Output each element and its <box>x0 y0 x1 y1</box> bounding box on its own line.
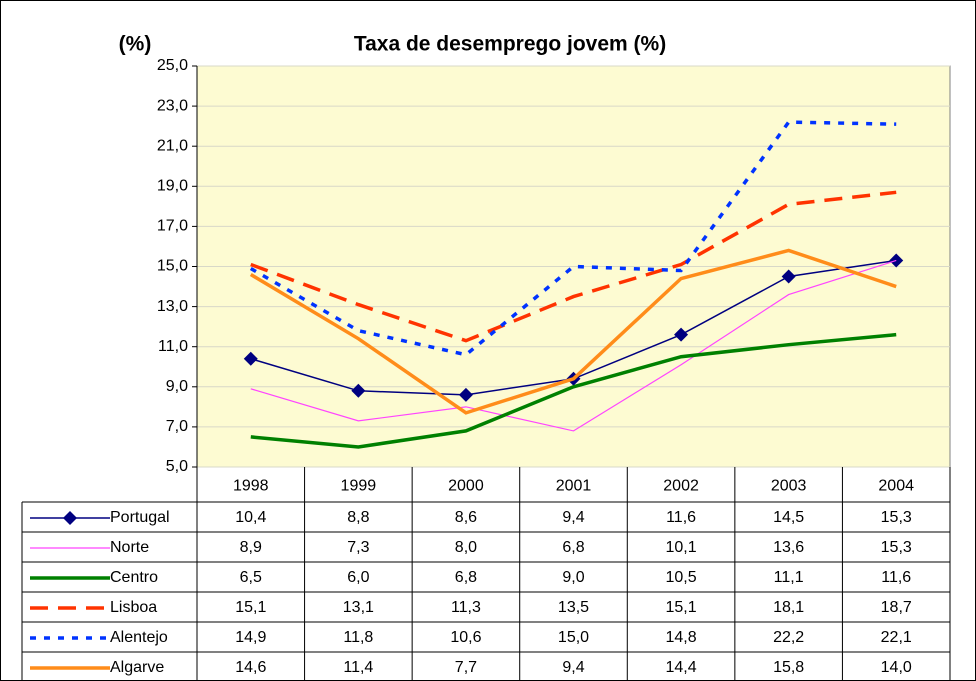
series-marker <box>351 383 366 398</box>
x-tick-label: 1999 <box>341 478 377 495</box>
table-cell: 6,8 <box>455 569 477 586</box>
legend-label: Lisboa <box>110 599 157 616</box>
table-cell: 9,4 <box>562 659 584 676</box>
series-line <box>250 190 897 343</box>
table-cell: 8,9 <box>240 539 262 556</box>
legend-label: Algarve <box>110 659 164 676</box>
series-marker <box>243 351 258 366</box>
legend-label: Centro <box>110 569 158 586</box>
y-tick-label: 11,0 <box>158 338 188 355</box>
table-cell: 6,5 <box>240 569 262 586</box>
chart-title: Taxa de desemprego jovem (%) <box>354 33 666 56</box>
table-cell: 9,4 <box>562 509 584 526</box>
table-cell: 15,1 <box>666 599 697 616</box>
table-cell: 8,0 <box>455 539 477 556</box>
table-cell: 11,4 <box>343 659 373 676</box>
table-cell: 11,1 <box>774 569 804 586</box>
y-tick-label: 21,0 <box>157 137 188 154</box>
table-cell: 22,2 <box>773 629 804 646</box>
table-cell: 14,6 <box>235 659 266 676</box>
x-tick-label: 2000 <box>448 478 484 495</box>
series-marker <box>781 269 796 284</box>
series-line <box>250 259 897 432</box>
table-cell: 15,3 <box>881 539 912 556</box>
table-cell: 15,8 <box>773 659 804 676</box>
x-tick-label: 2002 <box>663 478 699 495</box>
y-tick-label: 13,0 <box>157 298 188 315</box>
table-cell: 14,5 <box>773 509 804 526</box>
table-cell: 10,4 <box>235 509 266 526</box>
legend-label: Norte <box>110 539 149 556</box>
table-cell: 11,8 <box>343 629 373 646</box>
y-tick-label: 9,0 <box>166 378 188 395</box>
x-tick-label: 2001 <box>556 478 592 495</box>
table-cell: 10,1 <box>666 539 697 556</box>
y-tick-label: 25,0 <box>157 57 188 74</box>
table-cell: 13,6 <box>773 539 804 556</box>
y-axis-label: (%) <box>119 33 152 56</box>
table-cell: 13,5 <box>558 599 589 616</box>
table-cell: 14,8 <box>666 629 697 646</box>
x-tick-label: 1998 <box>233 478 269 495</box>
y-tick-label: 7,0 <box>166 418 188 435</box>
table-cell: 9,0 <box>562 569 584 586</box>
table-cell: 6,8 <box>562 539 584 556</box>
table-cell: 11,6 <box>666 509 696 526</box>
y-tick-label: 15,0 <box>157 258 188 275</box>
table-cell: 11,6 <box>881 569 911 586</box>
table-cell: 7,3 <box>347 539 369 556</box>
table-cell: 7,7 <box>455 659 477 676</box>
legend-label: Alentejo <box>110 629 168 646</box>
table-cell: 6,0 <box>347 569 369 586</box>
series-line <box>249 248 897 415</box>
table-cell: 14,0 <box>881 659 912 676</box>
series-marker <box>458 387 473 402</box>
table-cell: 18,1 <box>773 599 804 616</box>
table-cell: 15,1 <box>235 599 266 616</box>
table-cell: 13,1 <box>343 599 374 616</box>
table-cell: 8,6 <box>455 509 477 526</box>
legend-label: Portugal <box>110 509 170 526</box>
table-cell: 11,3 <box>451 599 481 616</box>
y-tick-label: 17,0 <box>157 218 188 235</box>
y-tick-label: 5,0 <box>166 458 188 475</box>
table-cell: 15,0 <box>558 629 589 646</box>
table-cell: 14,9 <box>235 629 266 646</box>
table-cell: 10,5 <box>666 569 697 586</box>
y-tick-label: 23,0 <box>157 97 188 114</box>
legend-marker <box>63 511 77 525</box>
series-marker <box>674 327 689 342</box>
x-tick-label: 2003 <box>771 478 807 495</box>
table-cell: 22,1 <box>881 629 912 646</box>
table-cell: 18,7 <box>881 599 912 616</box>
table-cell: 8,8 <box>347 509 369 526</box>
table-cell: 10,6 <box>450 629 481 646</box>
table-cell: 15,3 <box>881 509 912 526</box>
x-tick-label: 2004 <box>878 478 914 495</box>
y-tick-label: 19,0 <box>157 178 188 195</box>
series-line <box>250 332 897 449</box>
table-cell: 14,4 <box>666 659 697 676</box>
